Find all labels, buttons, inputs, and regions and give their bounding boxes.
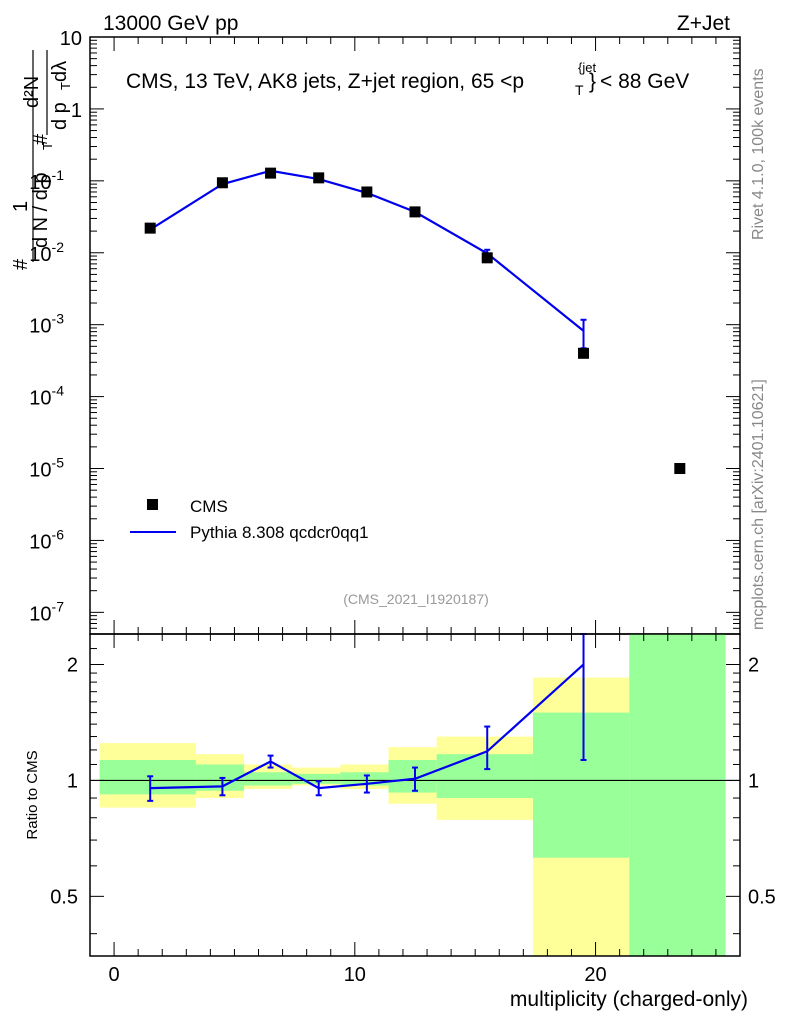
- ratio-y-tick-label-left: 1: [67, 770, 78, 792]
- main-title: CMS, 13 TeV, AK8 jets, Z+jet region, 65 …: [126, 60, 689, 98]
- ylabel-hash-1: #: [10, 258, 32, 270]
- title-suffix: < 88 GeV: [600, 70, 689, 93]
- y-tick-label: 10-2: [29, 239, 64, 266]
- x-tick-label: 20: [584, 964, 606, 986]
- legend-cms-marker: [147, 499, 158, 510]
- uncertainty-band-inner: [532, 712, 630, 858]
- header-energy-label: 13000 GeV pp: [103, 12, 238, 35]
- cms-data-point: [409, 206, 421, 218]
- uncertainty-band-inner: [244, 772, 293, 786]
- ratio-y-tick-label-left: 2: [67, 654, 78, 676]
- y-tick-label: 10: [60, 28, 82, 50]
- mcplots-label: mcplots.cern.ch [arXiv:2401.10621]: [750, 379, 767, 630]
- rivet-version-label: Rivet 4.1.0, 100k events: [750, 68, 767, 240]
- ylabel-dlambda: dλ: [49, 61, 71, 82]
- ratio-axes-layer: 0.5 0.51 12 20 10 20: [50, 634, 776, 986]
- ratio-frame: [89, 633, 741, 957]
- y-tick-label: 10-7: [29, 598, 64, 625]
- legend: CMS Pythia 8.308 qcdcr0qq1: [130, 497, 369, 542]
- legend-pythia-label: Pythia 8.308 qcdcr0qq1: [190, 523, 369, 542]
- analysis-watermark: (CMS_2021_I1920187): [343, 591, 489, 607]
- y-tick-label: 10-5: [29, 455, 64, 482]
- y-tick-label: 1: [71, 100, 82, 122]
- cms-data-point: [578, 347, 590, 359]
- cms-data-point: [265, 167, 277, 179]
- ylabel-subscript-t2: T: [58, 82, 73, 90]
- main-data-layer: [144, 167, 686, 475]
- ylabel-one: 1: [10, 201, 32, 212]
- ratio-ylabel: Ratio to CMS: [24, 750, 41, 839]
- ratio-series-line: [150, 663, 585, 790]
- cms-data-point: [361, 186, 373, 198]
- ratio-panel: 0.5 0.51 12 20 10 20 Ratio to CMS multiplicit…: [24, 633, 776, 1011]
- header-process-label: Z+Jet: [677, 12, 730, 35]
- cms-data-point: [216, 177, 228, 189]
- y-tick-label: 10-4: [29, 383, 64, 410]
- title-close: }: [589, 70, 596, 93]
- uncertainty-band-inner: [388, 759, 437, 793]
- x-axis-label: multiplicity (charged-only): [510, 988, 748, 1011]
- ratio-y-tick-label-left: 0.5: [50, 886, 78, 908]
- uncertainty-band-inner: [629, 634, 726, 956]
- cms-data-point: [674, 463, 686, 475]
- main-frame: [89, 36, 741, 635]
- ylabel-dp: d p: [49, 102, 71, 130]
- title-prefix: CMS, 13 TeV, AK8 jets, Z+jet region, 65 …: [126, 70, 524, 93]
- ratio-y-tick-label-right: 2: [748, 654, 759, 676]
- ylabel-d2n: d²N: [21, 76, 43, 108]
- y-tick-label: 10-6: [29, 526, 64, 553]
- x-tick-label: 10: [344, 964, 366, 986]
- uncertainty-band-inner: [436, 754, 533, 799]
- y-tick-label: 10-3: [29, 311, 64, 338]
- main-ylabel: # 1 d N / d p T d²N d p T dλ #: [10, 50, 73, 270]
- cms-data-point: [313, 172, 325, 184]
- cms-data-point: [481, 252, 493, 264]
- pythia-series-line: [149, 169, 585, 332]
- ratio-data-layer: [90, 633, 740, 956]
- title-sup: {jet: [578, 60, 596, 75]
- legend-cms-label: CMS: [190, 497, 228, 516]
- ylabel-subscript-t: T: [40, 142, 55, 150]
- uncertainty-band-inner: [292, 773, 341, 784]
- cms-data-point: [144, 222, 156, 234]
- ratio-y-tick-label-right: 1: [748, 770, 759, 792]
- x-tick-label: 0: [109, 964, 120, 986]
- ylabel-dn-dp: d N / d p: [30, 172, 52, 248]
- ratio-y-tick-label-right: 0.5: [748, 886, 776, 908]
- title-sub: T: [575, 82, 584, 98]
- ylabel-hash-2: #: [30, 133, 52, 145]
